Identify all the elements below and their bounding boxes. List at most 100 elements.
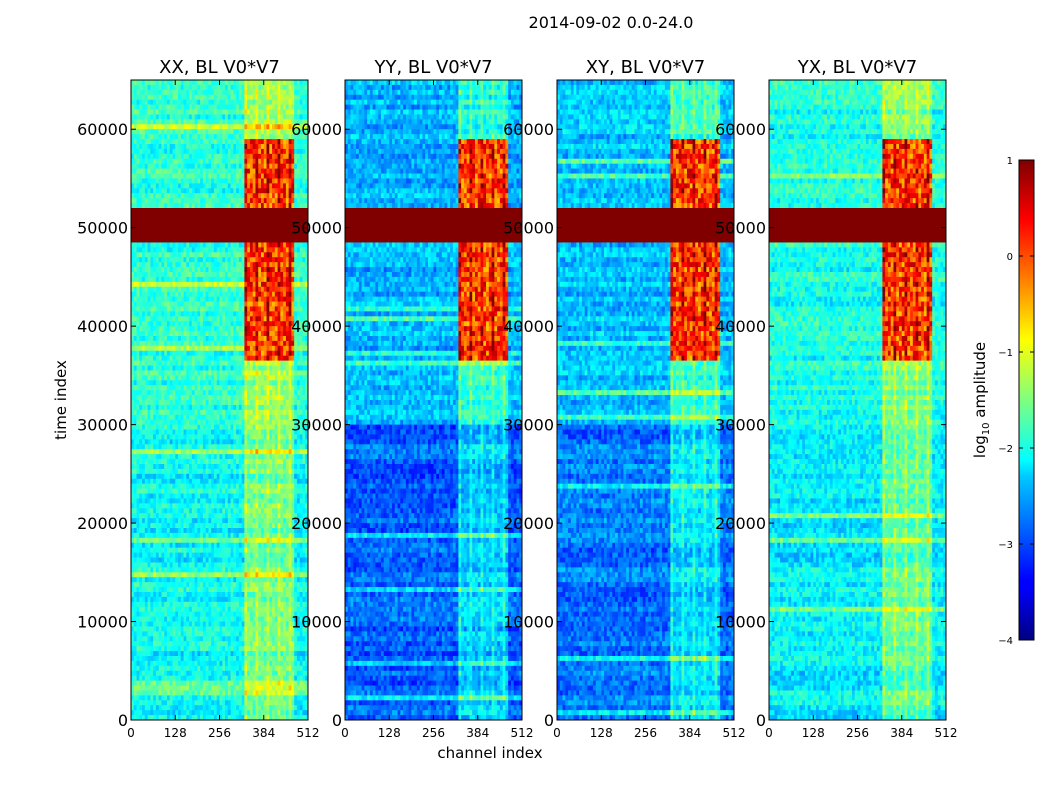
heatmap-cell (249, 237, 254, 243)
heatmap-cell (150, 449, 154, 455)
heatmap-cell (288, 227, 292, 234)
heatmap-cell (189, 94, 193, 101)
heatmap-cell (244, 306, 248, 312)
heatmap-cell (213, 360, 218, 366)
heatmap-cell (175, 380, 179, 386)
heatmap-cell (305, 158, 308, 165)
heatmap-cell (131, 286, 135, 293)
heatmap-cell (189, 178, 193, 184)
heatmap-cell (283, 444, 287, 450)
heatmap-cell (244, 148, 248, 155)
heatmap-cell (139, 390, 143, 396)
heatmap-cell (255, 439, 259, 445)
heatmap-cell (274, 360, 278, 366)
heatmap-cell (252, 178, 256, 184)
heatmap-cell (227, 301, 231, 307)
heatmap-cell (291, 144, 295, 150)
heatmap-cell (189, 404, 193, 411)
heatmap-cell (131, 395, 135, 401)
heatmap-cell (249, 89, 254, 96)
heatmap-cell (244, 114, 248, 120)
heatmap-cell (213, 350, 218, 357)
heatmap-cell (238, 114, 243, 120)
heatmap-cell (288, 144, 292, 150)
heatmap-cell (133, 360, 137, 366)
heatmap-cell (194, 355, 198, 362)
heatmap-cell (144, 311, 148, 317)
heatmap-cell (166, 94, 171, 101)
heatmap-cell (161, 124, 165, 130)
heatmap-cell (299, 80, 303, 86)
heatmap-cell (191, 409, 196, 416)
heatmap-cell (172, 99, 176, 106)
heatmap-cell (200, 153, 204, 160)
heatmap-cell (194, 459, 198, 465)
heatmap-cell (178, 316, 182, 322)
heatmap-cell (136, 380, 140, 386)
heatmap-cell (277, 355, 281, 362)
heatmap-cell (211, 400, 215, 406)
heatmap-cell (269, 104, 273, 110)
heatmap-cell (294, 158, 298, 165)
heatmap-cell (280, 84, 284, 91)
heatmap-cell (230, 247, 234, 253)
heatmap-cell (291, 114, 295, 120)
heatmap-cell (249, 212, 254, 219)
heatmap-cell (266, 326, 270, 332)
heatmap-cell (178, 267, 182, 273)
heatmap-cell (247, 188, 251, 194)
heatmap-cell (277, 212, 281, 219)
heatmap-cell (180, 158, 184, 165)
heatmap-cell (180, 94, 184, 101)
heatmap-cell (280, 94, 284, 101)
heatmap-cell (153, 429, 157, 435)
heatmap-cell (216, 419, 220, 426)
heatmap-cell (299, 99, 303, 106)
heatmap-cell (277, 198, 281, 204)
heatmap-cell (274, 242, 278, 248)
heatmap-cell (219, 247, 223, 253)
heatmap-cell (194, 316, 198, 322)
heatmap-cell (238, 400, 243, 406)
heatmap-cell (291, 153, 295, 160)
heatmap-cell (249, 340, 254, 347)
heatmap-cell (183, 306, 187, 312)
heatmap-cell (291, 429, 295, 435)
heatmap-cell (169, 212, 173, 219)
heatmap-cell (249, 355, 254, 362)
heatmap-cell (291, 360, 295, 366)
heatmap-cell (296, 390, 301, 396)
heatmap-cell (252, 217, 256, 224)
heatmap-cell (285, 208, 290, 214)
heatmap-cell (274, 429, 278, 435)
heatmap-cell (227, 99, 231, 106)
heatmap-cell (299, 257, 303, 263)
heatmap-cell (213, 104, 218, 110)
heatmap-cell (202, 340, 207, 347)
heatmap-cell (219, 311, 223, 317)
heatmap-cell (302, 331, 306, 337)
heatmap-cell (211, 370, 215, 376)
heatmap-cell (302, 276, 306, 283)
heatmap-cell (269, 124, 273, 130)
heatmap-cell (175, 129, 179, 135)
heatmap-cell (255, 400, 259, 406)
heatmap-cell (155, 400, 160, 406)
heatmap-cell (225, 404, 229, 411)
heatmap-cell (144, 193, 148, 199)
heatmap-cell (277, 291, 281, 298)
heatmap-cell (172, 89, 176, 96)
heatmap-cell (158, 360, 162, 366)
heatmap-cell (247, 237, 251, 243)
heatmap-cell (147, 242, 151, 248)
heatmap-cell (213, 212, 218, 219)
heatmap-cell (147, 444, 151, 450)
heatmap-cell (205, 454, 209, 460)
heatmap-cell (252, 321, 256, 327)
heatmap-cell (180, 331, 184, 337)
heatmap-cell (255, 173, 259, 179)
heatmap-cell (260, 375, 265, 381)
heatmap-cell (288, 449, 292, 455)
heatmap-cell (161, 232, 165, 238)
heatmap-cell (202, 400, 207, 406)
